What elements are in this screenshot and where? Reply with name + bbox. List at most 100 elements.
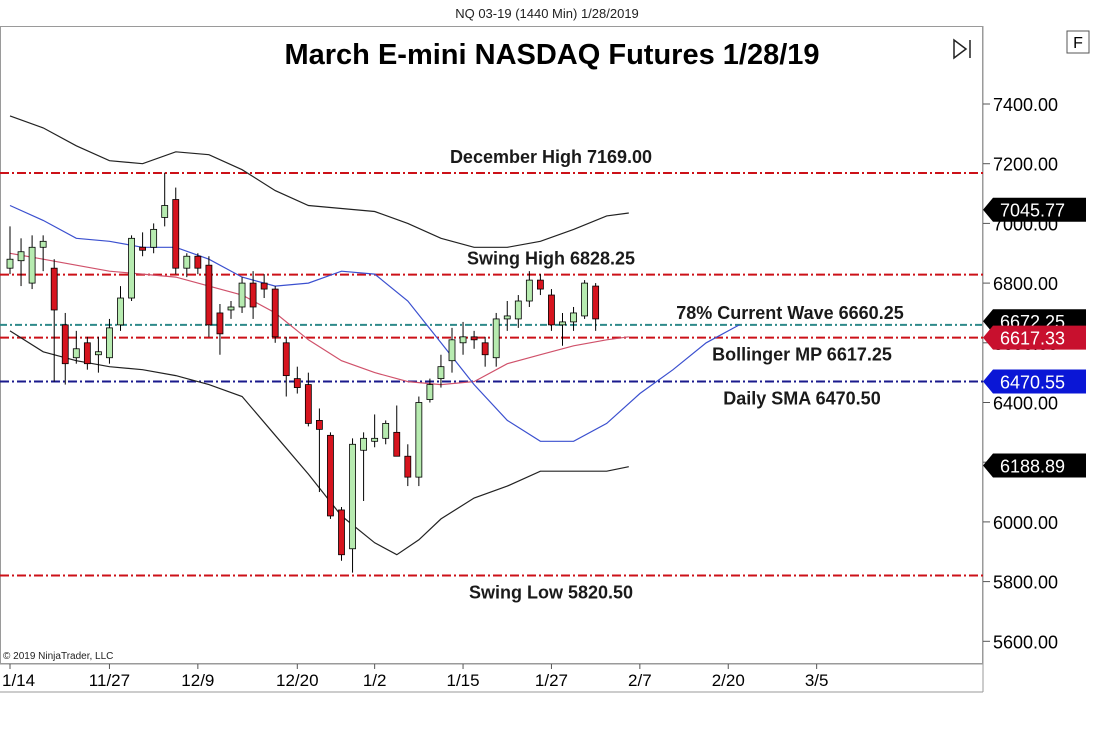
candle-body bbox=[514, 300, 522, 320]
level-label: December High 7169.00 bbox=[450, 147, 652, 167]
copyright: © 2019 NinjaTrader, LLC bbox=[3, 651, 113, 662]
candle-up bbox=[161, 172, 169, 227]
candle-up bbox=[448, 327, 456, 373]
candle-body bbox=[371, 437, 379, 442]
level-label: 78% Current Wave 6660.25 bbox=[676, 303, 903, 323]
candle-body bbox=[327, 434, 334, 517]
price-tag-box bbox=[983, 325, 1086, 350]
candle-body bbox=[448, 339, 456, 362]
play-pause-icon[interactable] bbox=[953, 38, 971, 60]
f-button-label: F bbox=[1073, 35, 1083, 52]
candle-body bbox=[393, 431, 401, 457]
candle-body bbox=[83, 342, 91, 365]
y-tick-label: 6000.00 bbox=[993, 513, 1058, 533]
candle-body bbox=[6, 258, 14, 269]
candle-body bbox=[315, 420, 323, 430]
candle-body bbox=[39, 240, 47, 248]
candle-down bbox=[404, 444, 412, 487]
candle-body bbox=[592, 285, 600, 320]
price-tag-label: 6617.33 bbox=[1000, 329, 1065, 349]
candle-up bbox=[426, 378, 434, 403]
candle-body bbox=[216, 312, 224, 335]
level-label: Swing Low 5820.50 bbox=[469, 582, 633, 602]
candle-body bbox=[28, 246, 36, 284]
candle-body bbox=[581, 282, 588, 317]
candle-body bbox=[95, 351, 102, 356]
y-tick-label: 5600.00 bbox=[993, 632, 1058, 652]
candle-body bbox=[415, 402, 423, 478]
price-tag-label: 6188.89 bbox=[1000, 457, 1065, 477]
x-tick-label: 3/5 bbox=[805, 671, 829, 690]
candle-up bbox=[459, 321, 467, 355]
bollinger-mid-line bbox=[9, 252, 629, 386]
candle-down bbox=[50, 259, 58, 382]
price-tag-box bbox=[983, 197, 1086, 222]
candle-body bbox=[117, 297, 124, 326]
candle-down bbox=[315, 408, 323, 493]
level-label: Daily SMA 6470.50 bbox=[723, 388, 880, 408]
candle-down bbox=[592, 283, 600, 331]
price-tag-label: 6470.55 bbox=[1000, 372, 1065, 392]
candle-down bbox=[260, 274, 268, 299]
x-tick-label: 12/20 bbox=[276, 671, 319, 690]
candle-up bbox=[17, 238, 25, 287]
y-tick-label: 7400.00 bbox=[993, 95, 1058, 115]
candle-body bbox=[426, 384, 434, 400]
x-tick-label: 1/27 bbox=[535, 671, 568, 690]
candle-body bbox=[150, 228, 158, 248]
candle-up bbox=[28, 235, 36, 290]
candle-body bbox=[50, 267, 58, 311]
candle-down bbox=[249, 271, 257, 319]
level-label: Bollinger MP 6617.25 bbox=[712, 345, 892, 365]
candle-up bbox=[525, 271, 533, 307]
candle-up bbox=[581, 280, 588, 319]
y-tick-label: 7200.00 bbox=[993, 155, 1058, 175]
candle-up bbox=[349, 438, 356, 573]
candle-body bbox=[205, 264, 213, 326]
candle-body bbox=[559, 321, 566, 326]
price-tag: 6470.55 bbox=[983, 369, 1086, 394]
candle-up bbox=[117, 286, 124, 331]
candle-up bbox=[492, 312, 500, 367]
candle-body bbox=[570, 312, 577, 323]
candle-down bbox=[537, 274, 544, 296]
candle-up bbox=[95, 336, 102, 373]
candle-down bbox=[61, 312, 69, 385]
x-tick-label: 1/2 bbox=[363, 671, 387, 690]
candle-down bbox=[481, 336, 489, 367]
candle-body bbox=[349, 443, 356, 550]
instrument-label: NQ 03-19 (1440 Min) 1/28/2019 bbox=[455, 6, 639, 21]
candle-up bbox=[437, 354, 445, 388]
candle-body bbox=[293, 378, 301, 388]
candle-up bbox=[415, 396, 423, 487]
candle-body bbox=[304, 384, 312, 424]
candle-up bbox=[238, 277, 246, 313]
x-tick-label: 11/27 bbox=[89, 671, 130, 690]
candle-body bbox=[360, 437, 368, 451]
candle-body bbox=[282, 342, 290, 377]
f-button[interactable]: F bbox=[1066, 30, 1090, 54]
candle-body bbox=[548, 294, 555, 326]
candle-body bbox=[492, 318, 500, 359]
candle-down bbox=[205, 256, 213, 337]
candle-down bbox=[470, 330, 478, 349]
candle-up bbox=[183, 253, 191, 278]
bollinger-upper-line bbox=[9, 115, 629, 248]
candle-up bbox=[514, 295, 522, 328]
candle-body bbox=[238, 282, 246, 308]
candle-body bbox=[338, 509, 345, 556]
x-tick-label: 2/20 bbox=[712, 671, 745, 690]
candle-body bbox=[404, 455, 412, 478]
candle-up bbox=[39, 235, 47, 272]
candle-body bbox=[128, 237, 135, 299]
candle-body bbox=[61, 324, 69, 365]
candle-body bbox=[194, 255, 202, 269]
candle-down bbox=[327, 432, 334, 519]
candle-body bbox=[503, 315, 511, 320]
candle-up bbox=[371, 414, 379, 448]
candle-up bbox=[570, 306, 577, 331]
candle-body bbox=[470, 336, 478, 341]
price-tag-label: 7045.77 bbox=[1000, 201, 1065, 221]
candle-up bbox=[72, 330, 80, 364]
